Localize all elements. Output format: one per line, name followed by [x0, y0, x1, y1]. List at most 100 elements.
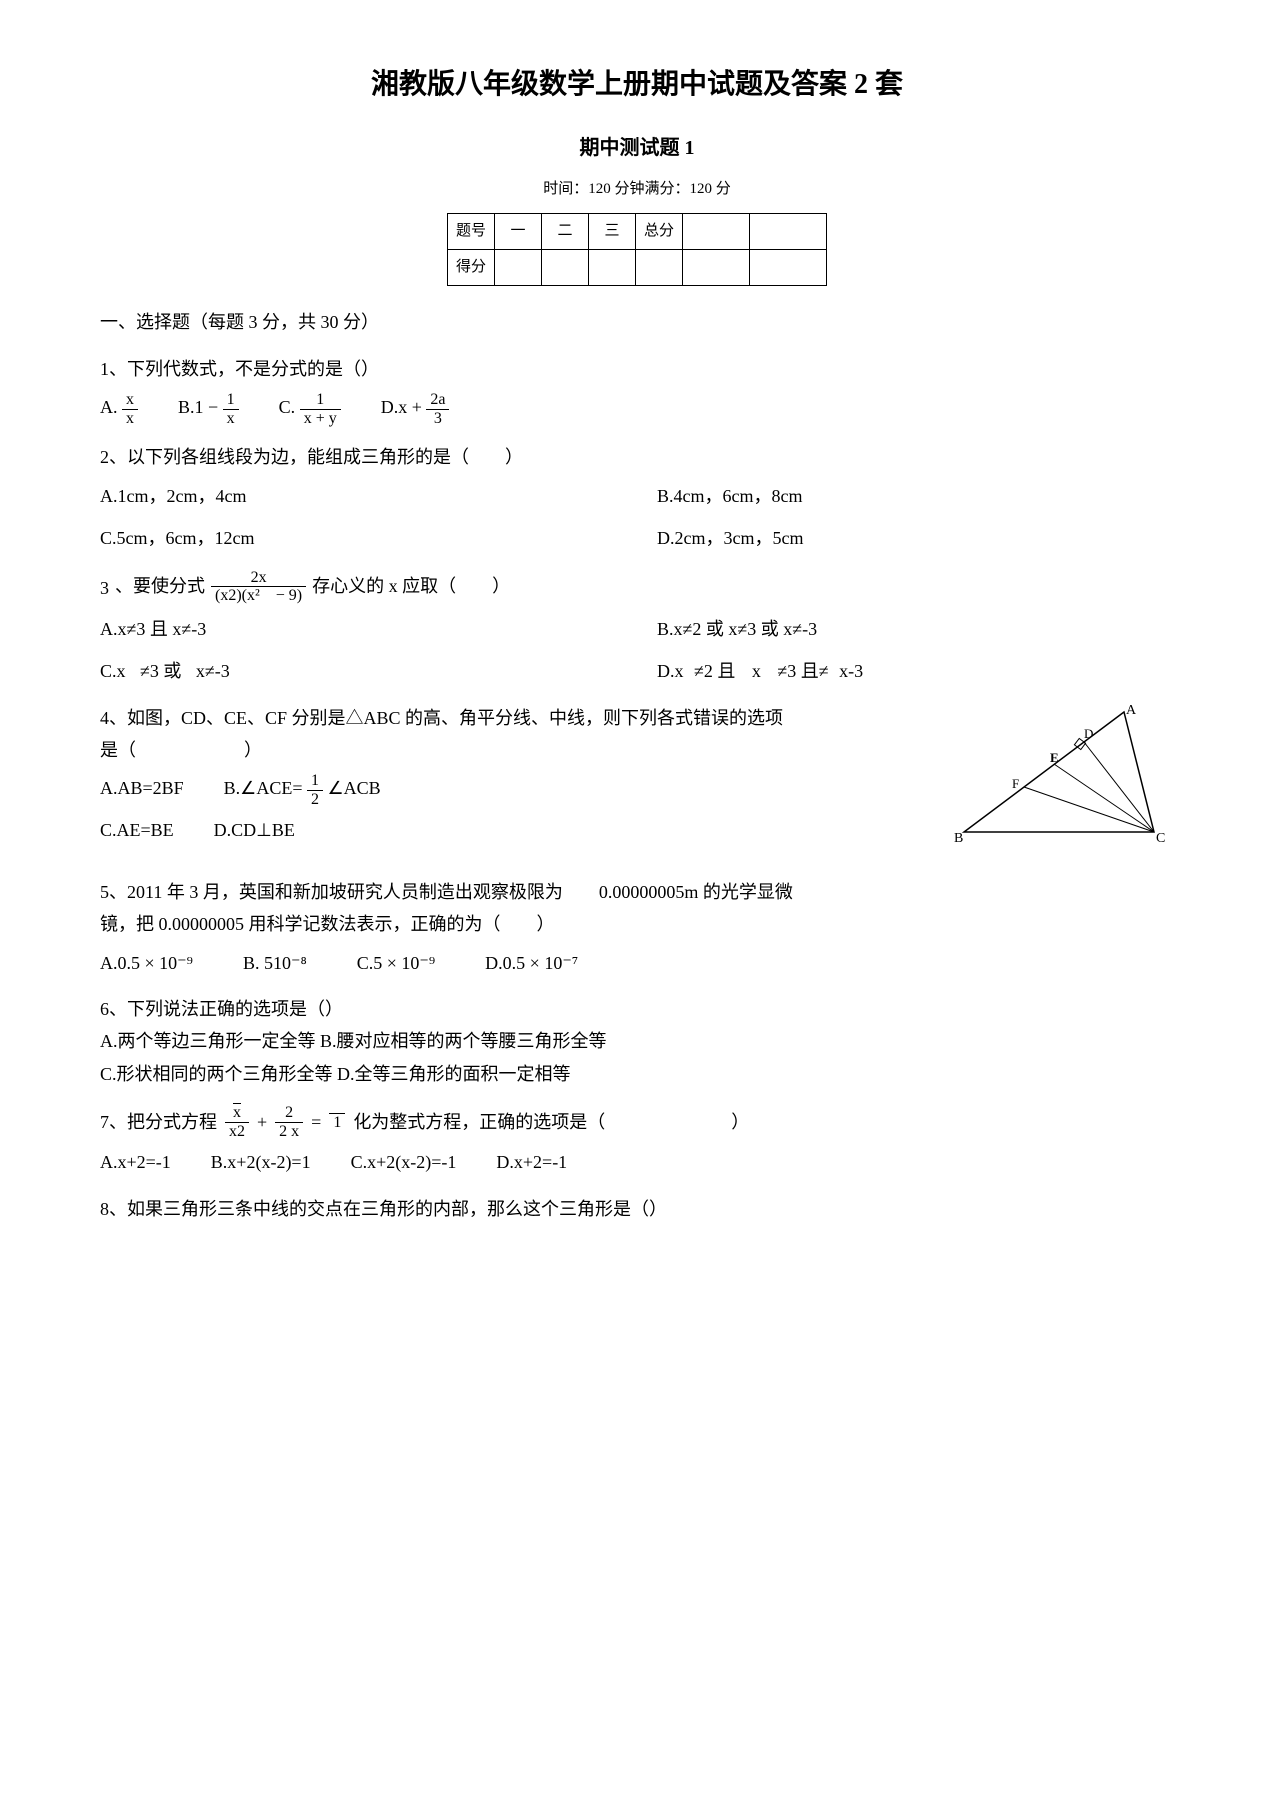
- q7-stem-post: 化为整式方程，正确的选项是（ ）: [353, 1106, 749, 1138]
- numerator: 1: [223, 391, 239, 410]
- q4-opt-c: C.AE=BE: [100, 814, 174, 846]
- text: ≠2 且: [694, 661, 735, 681]
- question-4: 4、如图，CD、CE、CF 分别是△ABC 的高、角平分线、中线，则下列各式错误…: [100, 702, 1174, 862]
- table-cell: [636, 250, 683, 286]
- fraction: 1 x + y: [300, 391, 341, 427]
- q3-opt-b: B.x≠2 或 x≠3 或 x≠-3: [657, 613, 1174, 645]
- label-f: F: [1012, 776, 1019, 791]
- fraction: 2x (x2)(x² − 9): [211, 569, 306, 605]
- label-e: E: [1050, 750, 1059, 765]
- numerator: x: [122, 391, 138, 410]
- label-text: C.: [279, 397, 296, 417]
- fraction: 2a 3: [426, 391, 449, 427]
- q8-stem: 8、如果三角形三条中线的交点在三角形的内部，那么这个三角形是（）: [100, 1193, 1174, 1225]
- numerator: 2: [275, 1104, 303, 1123]
- q1-opt-a: A. x x: [100, 391, 138, 427]
- numerator: 1: [307, 772, 323, 791]
- timing-line: 时间：120 分钟满分：120 分: [100, 176, 1174, 203]
- text: ∠ACB: [327, 779, 380, 799]
- q2-opt-d: D.2cm，3cm，5cm: [657, 522, 1174, 554]
- fraction: x x: [122, 391, 138, 427]
- q5-opt-d: D.0.5 × 10⁻⁷: [485, 947, 578, 979]
- q4-opt-b: B.∠ACE= 1 2 ∠ACB: [224, 772, 381, 808]
- text: ≠3 且≠: [777, 661, 828, 681]
- numerator: 1: [300, 391, 341, 410]
- q7-options: A.x+2=-1 B.x+2(x-2)=1 C.x+2(x-2)=-1 D.x+…: [100, 1146, 1174, 1178]
- q4-stem-1: 4、如图，CD、CE、CF 分别是△ABC 的高、角平分线、中线，则下列各式错误…: [100, 702, 934, 734]
- q4-stem-2: 是（ ）: [100, 734, 934, 766]
- q1-opt-b: B.1 − 1 x: [178, 391, 239, 427]
- q7-opt-c: C.x+2(x-2)=-1: [351, 1146, 457, 1178]
- table-cell: [683, 214, 750, 250]
- q7-opt-d: D.x+2=-1: [496, 1146, 567, 1178]
- table-cell: 得分: [447, 250, 494, 286]
- q2-opt-c: C.5cm，6cm，12cm: [100, 522, 617, 554]
- document-subtitle: 期中测试题 1: [100, 130, 1174, 166]
- denominator: x2: [225, 1123, 249, 1141]
- table-cell: 三: [589, 214, 636, 250]
- q1-opt-d: D.x + 2a 3: [381, 391, 450, 427]
- question-2: 2、以下列各组线段为边，能组成三角形的是（ ） A.1cm，2cm，4cm B.…: [100, 441, 1174, 554]
- q3-opt-a: A.x≠3 且 x≠-3: [100, 613, 617, 645]
- fraction: x x2: [225, 1104, 249, 1140]
- q4-opt-a: A.AB=2BF: [100, 772, 184, 804]
- fraction: 1: [329, 1113, 345, 1132]
- denominator: 2 x: [275, 1123, 303, 1141]
- document-title: 湘教版八年级数学上册期中试题及答案 2 套: [100, 60, 1174, 110]
- q3-stem-pre: 、要使分式: [115, 570, 205, 602]
- text: C.x: [100, 661, 126, 681]
- table-cell: [495, 250, 542, 286]
- numerator: 2x: [211, 569, 306, 588]
- denominator: x: [223, 410, 239, 428]
- table-cell: 一: [495, 214, 542, 250]
- fraction: 2 2 x: [275, 1104, 303, 1140]
- denominator: x: [122, 410, 138, 428]
- table-cell: 二: [542, 214, 589, 250]
- q5-stem-1: 5、2011 年 3 月，英国和新加坡研究人员制造出观察极限为 0.000000…: [100, 876, 1174, 908]
- denominator: x + y: [300, 410, 341, 428]
- table-row: 得分: [447, 250, 826, 286]
- table-cell: [750, 250, 827, 286]
- q2-stem: 2、以下列各组线段为边，能组成三角形的是（ ）: [100, 441, 1174, 473]
- q7-opt-b: B.x+2(x-2)=1: [211, 1146, 311, 1178]
- denominator: 2: [307, 791, 323, 809]
- question-7: 7、把分式方程 x x2 + 2 2 x = 1 化为整式方程，正确的选项是（ …: [100, 1104, 1174, 1179]
- q7-stem-pre: 7、把分式方程: [100, 1106, 217, 1138]
- section-header: 一、选择题（每题 3 分，共 30 分）: [100, 306, 1174, 338]
- q6-line2: C.形状相同的两个三角形全等 D.全等三角形的面积一定相等: [100, 1058, 1174, 1090]
- q4-options-row2: C.AE=BE D.CD⊥BE: [100, 814, 934, 846]
- q6-stem: 6、下列说法正确的选项是（）: [100, 993, 1174, 1025]
- question-3: 3 、要使分式 2x (x2)(x² − 9) 存心义的 x 应取（ ） A.x…: [100, 569, 1174, 688]
- label-c: C: [1156, 831, 1165, 846]
- label-a: A: [1126, 703, 1137, 718]
- label-text: A.: [100, 397, 118, 417]
- q2-opt-b: B.4cm，6cm，8cm: [657, 480, 1174, 512]
- text: ≠3 或: [140, 661, 181, 681]
- question-8: 8、如果三角形三条中线的交点在三角形的内部，那么这个三角形是（）: [100, 1193, 1174, 1225]
- table-cell: [542, 250, 589, 286]
- equals-sign: =: [311, 1106, 321, 1138]
- text: D.x: [657, 661, 684, 681]
- q3-options: A.x≠3 且 x≠-3 B.x≠2 或 x≠3 或 x≠-3 C.x ≠3 或…: [100, 613, 1174, 688]
- table-cell: [683, 250, 750, 286]
- q1-opt-c: C. 1 x + y: [279, 391, 341, 427]
- fraction: 1 x: [223, 391, 239, 427]
- table-cell: 总分: [636, 214, 683, 250]
- question-6: 6、下列说法正确的选项是（） A.两个等边三角形一定全等 B.腰对应相等的两个等…: [100, 993, 1174, 1090]
- table-cell: [750, 214, 827, 250]
- triangle-figure: A B C D E F: [954, 702, 1174, 862]
- q5-opt-a: A.0.5 × 10⁻⁹: [100, 947, 193, 979]
- q5-options: A.0.5 × 10⁻⁹ B. 510⁻⁸ C.5 × 10⁻⁹ D.0.5 ×…: [100, 947, 1174, 979]
- question-1: 1、下列代数式，不是分式的是（） A. x x B.1 − 1 x C. 1 x…: [100, 353, 1174, 428]
- q6-line1: A.两个等边三角形一定全等 B.腰对应相等的两个等腰三角形全等: [100, 1025, 1174, 1057]
- q3-label: 3: [100, 572, 109, 604]
- q5-opt-b: B. 510⁻⁸: [243, 947, 307, 979]
- label-d: D: [1084, 726, 1093, 741]
- q4-options-row1: A.AB=2BF B.∠ACE= 1 2 ∠ACB: [100, 772, 934, 808]
- text: x-3: [839, 661, 863, 681]
- fraction: 1 2: [307, 772, 323, 808]
- q1-options: A. x x B.1 − 1 x C. 1 x + y D.x + 2a 3: [100, 391, 1174, 427]
- q3-opt-d: D.x ≠2 且 x ≠3 且≠ x-3: [657, 655, 1174, 687]
- numerator: x: [225, 1104, 249, 1123]
- q3-opt-c: C.x ≠3 或 x≠-3: [100, 655, 617, 687]
